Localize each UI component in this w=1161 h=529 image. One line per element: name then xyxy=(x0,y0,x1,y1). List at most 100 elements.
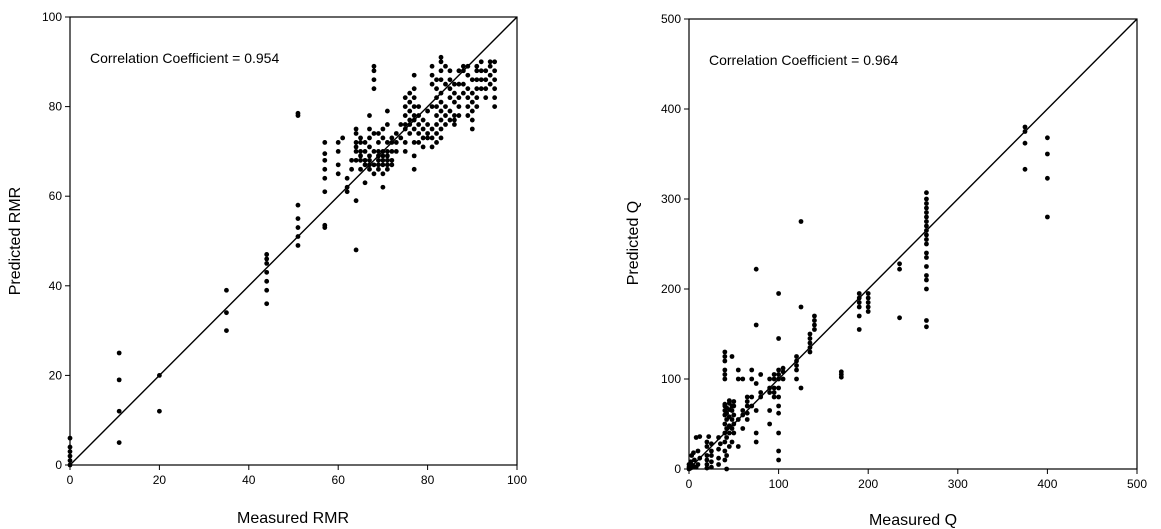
data-point-q-26 xyxy=(709,448,714,454)
y-tick-label-q-0: 0 xyxy=(674,462,681,476)
data-point-q-22 xyxy=(706,434,712,439)
data-point-rmr-90 xyxy=(380,171,386,177)
data-point-rmr-137 xyxy=(411,72,417,78)
data-point-rmr-82 xyxy=(376,166,381,172)
data-point-q-67 xyxy=(729,354,735,359)
data-point-q-106 xyxy=(771,385,777,391)
data-point-q-158 xyxy=(924,324,929,330)
data-point-rmr-206 xyxy=(465,72,471,78)
data-point-rmr-22 xyxy=(295,243,301,248)
data-point-rmr-147 xyxy=(425,135,430,141)
data-point-rmr-148 xyxy=(425,131,430,136)
data-point-rmr-97 xyxy=(384,166,390,172)
y-axis-title-rmr: Predicted RMR xyxy=(7,187,24,295)
data-point-rmr-47 xyxy=(353,247,359,253)
data-point-q-79 xyxy=(740,408,746,413)
plot-frame-q xyxy=(688,18,1138,470)
data-point-q-76 xyxy=(735,367,741,373)
data-point-rmr-69 xyxy=(367,153,372,159)
data-point-q-129 xyxy=(798,385,804,391)
data-point-q-34 xyxy=(722,448,728,454)
data-point-q-113 xyxy=(776,403,781,409)
data-point-rmr-178 xyxy=(443,104,448,109)
data-point-q-135 xyxy=(807,336,813,341)
data-point-q-166 xyxy=(924,241,929,247)
data-point-q-36 xyxy=(722,430,728,436)
data-point-q-73 xyxy=(735,444,741,449)
data-point-rmr-232 xyxy=(492,104,498,109)
x-tick-label-rmr-5: 100 xyxy=(507,473,527,487)
x-tick-label-rmr-0: 0 xyxy=(67,473,74,487)
data-point-q-131 xyxy=(798,219,804,224)
data-point-rmr-171 xyxy=(438,90,444,96)
data-point-rmr-162 xyxy=(434,104,439,109)
data-point-rmr-189 xyxy=(452,113,457,118)
data-point-rmr-163 xyxy=(434,95,439,101)
data-point-rmr-224 xyxy=(483,95,489,101)
x-tick-label-q-1: 100 xyxy=(769,477,789,491)
data-point-q-184 xyxy=(1045,151,1050,157)
data-point-rmr-98 xyxy=(384,162,390,168)
data-point-q-108 xyxy=(771,372,777,377)
data-point-q-120 xyxy=(776,291,781,296)
data-point-q-46 xyxy=(722,354,728,359)
data-point-rmr-119 xyxy=(402,113,408,118)
x-tick-label-rmr-3: 60 xyxy=(332,473,346,487)
data-point-q-27 xyxy=(709,441,714,447)
data-point-rmr-6 xyxy=(116,440,122,445)
data-point-rmr-139 xyxy=(416,131,422,136)
data-point-rmr-110 xyxy=(393,149,399,154)
data-point-q-185 xyxy=(1045,135,1050,141)
data-point-rmr-66 xyxy=(367,166,372,172)
data-point-q-145 xyxy=(856,313,862,319)
data-point-q-114 xyxy=(776,394,781,400)
data-point-q-123 xyxy=(780,365,786,371)
x-tick-label-q-4: 400 xyxy=(1037,477,1057,491)
data-point-rmr-7 xyxy=(116,408,122,414)
data-point-rmr-107 xyxy=(389,149,395,154)
data-point-rmr-81 xyxy=(371,63,377,69)
data-point-q-117 xyxy=(776,372,781,377)
data-point-q-70 xyxy=(731,412,737,418)
data-point-rmr-172 xyxy=(438,77,444,83)
data-point-q-89 xyxy=(749,367,755,373)
data-point-q-125 xyxy=(794,367,799,373)
data-point-rmr-72 xyxy=(367,126,372,132)
data-point-rmr-65 xyxy=(362,140,368,145)
data-point-q-91 xyxy=(753,430,759,436)
data-point-rmr-114 xyxy=(398,122,404,127)
data-point-rmr-39 xyxy=(335,149,341,154)
data-point-rmr-160 xyxy=(434,122,439,127)
data-point-rmr-187 xyxy=(452,122,457,127)
data-point-q-128 xyxy=(794,354,799,359)
data-point-rmr-35 xyxy=(322,151,328,157)
data-point-rmr-217 xyxy=(474,77,480,83)
data-point-rmr-167 xyxy=(438,126,444,132)
data-point-q-41 xyxy=(722,401,728,407)
data-point-rmr-61 xyxy=(362,180,368,186)
data-point-q-81 xyxy=(744,417,750,422)
y-tick-label-rmr-4: 80 xyxy=(49,100,63,114)
data-point-rmr-227 xyxy=(483,68,489,74)
data-point-rmr-121 xyxy=(402,95,408,101)
y-tick-label-rmr-1: 20 xyxy=(49,368,63,382)
data-point-rmr-113 xyxy=(398,135,404,141)
data-point-q-130 xyxy=(798,304,804,310)
x-tick-label-rmr-1: 20 xyxy=(153,473,167,487)
data-point-rmr-2 xyxy=(67,453,73,459)
data-point-rmr-51 xyxy=(353,144,359,150)
data-point-q-87 xyxy=(749,394,755,400)
data-point-rmr-136 xyxy=(411,86,417,92)
data-point-rmr-4 xyxy=(67,444,73,450)
data-point-rmr-158 xyxy=(434,140,439,145)
data-point-rmr-112 xyxy=(393,131,399,136)
data-point-rmr-73 xyxy=(367,113,372,118)
data-point-q-180 xyxy=(1022,129,1028,134)
data-point-q-93 xyxy=(753,381,759,386)
data-point-rmr-132 xyxy=(411,117,417,123)
data-point-rmr-111 xyxy=(393,140,399,145)
data-point-q-32 xyxy=(717,441,723,447)
data-point-q-178 xyxy=(1022,166,1028,172)
data-point-rmr-83 xyxy=(376,162,381,168)
data-point-rmr-105 xyxy=(389,162,395,168)
